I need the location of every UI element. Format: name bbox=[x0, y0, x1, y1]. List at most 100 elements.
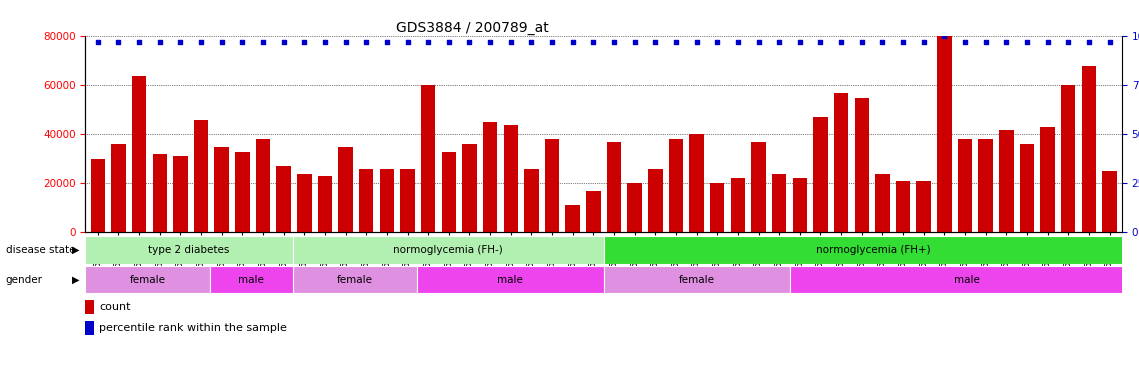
Bar bbox=[400, 169, 415, 232]
Bar bbox=[421, 86, 435, 232]
Bar bbox=[256, 139, 270, 232]
Point bbox=[976, 39, 994, 45]
Bar bbox=[875, 174, 890, 232]
Bar bbox=[958, 139, 973, 232]
Bar bbox=[565, 205, 580, 232]
Bar bbox=[503, 124, 518, 232]
Text: male: male bbox=[498, 275, 523, 285]
Bar bbox=[917, 181, 931, 232]
Text: ▶: ▶ bbox=[72, 275, 80, 285]
Bar bbox=[85, 321, 93, 336]
Text: normoglycemia (FH+): normoglycemia (FH+) bbox=[816, 245, 931, 255]
Bar bbox=[293, 266, 417, 293]
Bar bbox=[752, 142, 765, 232]
Point bbox=[501, 39, 519, 45]
Bar bbox=[604, 236, 1139, 264]
Bar bbox=[628, 184, 642, 232]
Point bbox=[254, 39, 272, 45]
Bar bbox=[210, 266, 293, 293]
Bar bbox=[194, 120, 208, 232]
Point bbox=[997, 39, 1015, 45]
Bar bbox=[132, 76, 146, 232]
Point bbox=[853, 39, 871, 45]
Bar bbox=[483, 122, 498, 232]
Bar bbox=[544, 139, 559, 232]
Bar bbox=[689, 134, 704, 232]
Point bbox=[605, 39, 623, 45]
Bar bbox=[417, 266, 604, 293]
Point bbox=[729, 39, 747, 45]
Bar bbox=[896, 181, 910, 232]
Point bbox=[419, 39, 437, 45]
Text: female: female bbox=[337, 275, 372, 285]
Bar bbox=[607, 142, 621, 232]
Point bbox=[523, 39, 541, 45]
Bar bbox=[293, 236, 604, 264]
Point bbox=[688, 39, 706, 45]
Bar bbox=[235, 152, 249, 232]
Bar bbox=[793, 179, 808, 232]
Point bbox=[790, 39, 809, 45]
Point bbox=[1059, 39, 1077, 45]
Text: female: female bbox=[130, 275, 165, 285]
Bar bbox=[1062, 86, 1075, 232]
Text: percentile rank within the sample: percentile rank within the sample bbox=[99, 323, 287, 333]
Point bbox=[171, 39, 189, 45]
Point bbox=[358, 39, 376, 45]
Point bbox=[666, 39, 685, 45]
Text: female: female bbox=[679, 275, 715, 285]
Bar bbox=[604, 266, 790, 293]
Bar bbox=[999, 129, 1014, 232]
Bar bbox=[587, 191, 600, 232]
Bar bbox=[1082, 66, 1096, 232]
Bar bbox=[1103, 171, 1116, 232]
Text: normoglycemia (FH-): normoglycemia (FH-) bbox=[393, 245, 503, 255]
Point bbox=[440, 39, 458, 45]
Point bbox=[481, 39, 499, 45]
Text: gender: gender bbox=[6, 275, 42, 285]
Text: GDS3884 / 200789_at: GDS3884 / 200789_at bbox=[396, 22, 549, 35]
Bar bbox=[1019, 144, 1034, 232]
Bar bbox=[978, 139, 993, 232]
Point bbox=[1080, 39, 1098, 45]
Bar bbox=[91, 159, 105, 232]
Bar bbox=[297, 174, 311, 232]
Bar bbox=[277, 166, 290, 232]
Bar bbox=[772, 174, 786, 232]
Point bbox=[770, 39, 788, 45]
Bar bbox=[173, 156, 188, 232]
Bar bbox=[648, 169, 663, 232]
Point bbox=[378, 39, 396, 45]
Point bbox=[543, 39, 562, 45]
Bar bbox=[318, 176, 333, 232]
Point bbox=[130, 39, 148, 45]
Bar bbox=[710, 184, 724, 232]
Point bbox=[564, 39, 582, 45]
Point bbox=[708, 39, 727, 45]
Point bbox=[460, 39, 478, 45]
Bar bbox=[1040, 127, 1055, 232]
Point bbox=[1039, 39, 1057, 45]
Point bbox=[109, 39, 128, 45]
Point bbox=[1018, 39, 1036, 45]
Point bbox=[894, 39, 912, 45]
Text: disease state: disease state bbox=[6, 245, 75, 255]
Bar bbox=[462, 144, 477, 232]
Bar bbox=[813, 117, 828, 232]
Point bbox=[646, 39, 664, 45]
Point bbox=[89, 39, 107, 45]
Bar bbox=[153, 154, 167, 232]
Point bbox=[935, 33, 953, 40]
Point bbox=[336, 39, 354, 45]
Point bbox=[874, 39, 892, 45]
Bar bbox=[669, 139, 683, 232]
Bar bbox=[85, 266, 210, 293]
Point bbox=[956, 39, 974, 45]
Bar bbox=[442, 152, 456, 232]
Bar bbox=[359, 169, 374, 232]
Bar bbox=[338, 147, 353, 232]
Bar bbox=[379, 169, 394, 232]
Point bbox=[150, 39, 169, 45]
Point bbox=[399, 39, 417, 45]
Point bbox=[749, 39, 768, 45]
